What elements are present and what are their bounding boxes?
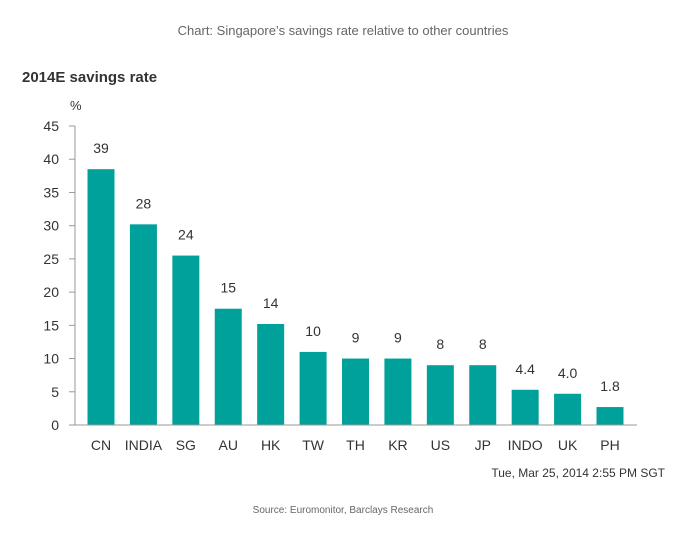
y-tick-label: 10 (43, 351, 59, 367)
bar-india (129, 224, 157, 425)
y-tick-label: 20 (43, 284, 59, 300)
data-label-ph: 1.8 (600, 378, 620, 394)
bar-cn (87, 169, 115, 425)
timestamp: Tue, Mar 25, 2014 2:55 PM SGT (491, 466, 665, 480)
bar-kr (384, 358, 412, 425)
bars (87, 169, 624, 425)
data-label-cn: 39 (93, 140, 109, 156)
bar-jp (469, 365, 497, 425)
x-tick-label-ph: PH (600, 437, 619, 453)
bar-th (342, 358, 369, 425)
bar-indo (511, 389, 539, 425)
bar-sg (172, 255, 200, 425)
x-tick-label-hk: HK (261, 437, 281, 453)
y-tick-label: 25 (43, 251, 59, 267)
bar-tw (299, 351, 327, 425)
data-label-kr: 9 (394, 330, 402, 346)
data-label-indo: 4.4 (515, 361, 535, 377)
bar-ph (596, 407, 624, 425)
source-note: Source: Euromonitor, Barclays Research (253, 505, 434, 516)
bar-us (426, 365, 454, 425)
x-tick-label-th: TH (346, 437, 365, 453)
x-tick-label-indo: INDO (508, 437, 543, 453)
data-label-sg: 24 (178, 227, 194, 243)
y-axis: 0 5 10 15 20 25 30 35 40 45 (43, 118, 76, 433)
x-tick-label-cn: CN (91, 437, 111, 453)
x-tick-label-au: AU (219, 437, 238, 453)
data-label-au: 15 (220, 280, 236, 296)
data-label-uk: 4.0 (558, 365, 578, 381)
y-tick-label: 5 (51, 384, 59, 400)
x-tick-label-kr: KR (388, 437, 407, 453)
data-label-jp: 8 (479, 336, 487, 352)
data-label-us: 8 (436, 336, 444, 352)
bar-au (214, 308, 242, 425)
x-tick-label-sg: SG (176, 437, 196, 453)
chart-caption: Chart: Singapore’s savings rate relative… (178, 23, 509, 38)
y-tick-label: 30 (43, 218, 59, 234)
bar-uk (554, 393, 582, 425)
data-label-tw: 10 (305, 323, 321, 339)
x-tick-label-us: US (431, 437, 450, 453)
data-label-th: 9 (352, 330, 360, 346)
x-tick-label-india: INDIA (125, 437, 163, 453)
x-axis: CN INDIA SG AU HK TW TH KR US JP INDO UK PH (75, 424, 637, 453)
x-tick-label-tw: TW (302, 437, 325, 453)
y-tick-label: 35 (43, 184, 59, 200)
y-tick-label: 45 (43, 118, 59, 134)
chart-subtitle: 2014E savings rate (22, 69, 157, 86)
x-tick-label-uk: UK (558, 437, 578, 453)
y-axis-unit-label: % (70, 98, 82, 113)
data-labels: 39 28 24 15 14 10 9 9 8 8 4.4 4.0 1.8 (93, 140, 620, 394)
data-label-india: 28 (136, 195, 152, 211)
y-tick-label: 40 (43, 151, 59, 167)
data-label-hk: 14 (263, 295, 279, 311)
y-tick-label: 0 (51, 417, 59, 433)
y-tick-label: 15 (43, 317, 59, 333)
x-tick-label-jp: JP (475, 437, 491, 453)
bar-hk (257, 324, 285, 425)
